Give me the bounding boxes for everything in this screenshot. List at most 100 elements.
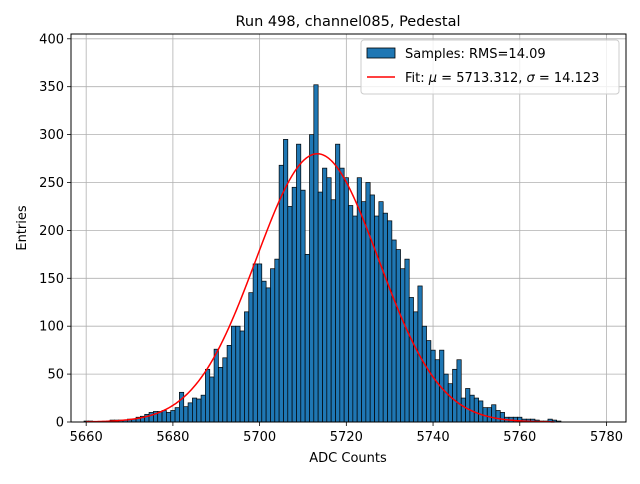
histogram-bar xyxy=(434,359,440,423)
legend-fit-prefix: Fit: xyxy=(405,71,429,86)
histogram-bar xyxy=(460,397,466,423)
histogram-bar xyxy=(495,410,501,423)
histogram-bar xyxy=(339,167,345,423)
legend-sigma-symbol: σ xyxy=(527,71,536,86)
histogram-bar xyxy=(148,412,154,423)
histogram-bar xyxy=(222,357,228,423)
legend-fit-label: Fit: μ = 5713.312, σ = 14.123 xyxy=(405,71,599,86)
y-tick-label: 300 xyxy=(39,128,64,143)
histogram-bar xyxy=(296,143,302,423)
histogram-bar xyxy=(330,199,336,423)
histogram-bar xyxy=(304,253,310,423)
histogram-bar xyxy=(231,325,237,423)
histogram-bar xyxy=(213,348,219,423)
legend-box xyxy=(360,39,620,95)
histogram-bar xyxy=(313,84,319,423)
x-tick-label: 5700 xyxy=(243,430,276,445)
histogram-bar xyxy=(352,215,358,423)
x-tick-label: 5760 xyxy=(503,430,536,445)
y-tick-label: 250 xyxy=(39,176,64,191)
histogram-bar xyxy=(486,407,492,423)
histogram-bar xyxy=(473,397,479,423)
histogram-bar xyxy=(252,263,258,423)
histogram-bar xyxy=(317,191,323,423)
legend-samples-swatch xyxy=(366,47,396,59)
histogram-bar xyxy=(452,368,458,423)
x-axis-ticks: 5660 5680 5700 5720 5740 5760 5780 xyxy=(70,422,623,445)
histogram-bar xyxy=(209,376,215,423)
histogram-bar xyxy=(426,340,432,423)
histogram-bar xyxy=(335,143,341,423)
histogram-bar xyxy=(183,406,189,423)
histogram-bar xyxy=(196,398,202,423)
histogram-bar xyxy=(348,205,354,423)
histogram-bar xyxy=(404,258,410,423)
histogram-bar xyxy=(309,134,315,423)
legend-sigma-value: = 14.123 xyxy=(535,71,600,86)
histogram-bar xyxy=(465,388,471,423)
chart-title: Run 498, channel085, Pedestal xyxy=(235,14,460,30)
legend-samples-label: Samples: RMS=14.09 xyxy=(405,47,546,62)
histogram-bar xyxy=(166,412,172,423)
histogram-bar xyxy=(218,367,224,423)
histogram-bar xyxy=(161,410,167,423)
y-tick-label: 0 xyxy=(56,416,64,431)
y-tick-label: 400 xyxy=(39,32,64,47)
histogram-bar xyxy=(443,373,449,423)
histogram-bar xyxy=(322,167,328,423)
histogram-bar xyxy=(278,164,284,423)
histogram-bar xyxy=(430,349,436,423)
histogram-bar xyxy=(170,410,176,423)
histogram-bar xyxy=(469,394,475,423)
x-tick-label: 5680 xyxy=(156,430,189,445)
histogram-bar xyxy=(239,330,245,423)
histogram-bar xyxy=(361,201,367,423)
y-tick-label: 350 xyxy=(39,80,64,95)
histogram-bar xyxy=(283,139,289,423)
histogram-bar xyxy=(187,402,193,423)
histogram-bar xyxy=(257,263,263,423)
histogram-bar xyxy=(400,268,406,423)
x-tick-label: 5660 xyxy=(70,430,103,445)
gaussian-fit-curve xyxy=(86,153,555,423)
histogram-bar xyxy=(287,206,293,423)
histogram-bar xyxy=(248,292,254,423)
x-tick-label: 5780 xyxy=(590,430,623,445)
y-axis-ticks: 0 50 100 150 200 250 300 350 400 xyxy=(39,32,71,431)
histogram-bars xyxy=(83,84,562,423)
y-tick-label: 150 xyxy=(39,272,64,287)
histogram-bar xyxy=(326,177,332,423)
histogram-bar xyxy=(365,182,371,423)
y-tick-label: 100 xyxy=(39,320,64,335)
histogram-bar xyxy=(244,311,250,423)
histogram-bar xyxy=(192,397,198,423)
histogram-bar xyxy=(413,311,419,423)
histogram-bar xyxy=(408,297,414,423)
histogram-bar xyxy=(343,177,349,423)
histogram-bar xyxy=(382,212,388,423)
histogram-bar xyxy=(391,239,397,423)
histogram-bar xyxy=(447,383,453,423)
histogram-bar xyxy=(274,258,280,423)
legend-mu-symbol: μ xyxy=(428,71,437,86)
legend: Samples: RMS=14.09 Fit: μ = 5713.312, σ … xyxy=(360,39,620,95)
histogram-bar xyxy=(235,325,241,423)
x-tick-label: 5720 xyxy=(330,430,363,445)
histogram-bar xyxy=(369,194,375,423)
histogram-bar xyxy=(491,404,497,423)
x-tick-label: 5740 xyxy=(417,430,450,445)
histogram-bar xyxy=(300,189,306,423)
histogram-bar xyxy=(261,280,267,423)
histogram-bar xyxy=(395,249,401,423)
histogram-bar xyxy=(265,287,271,423)
histogram-bar xyxy=(456,359,462,423)
histogram-bar xyxy=(270,268,276,423)
histogram-bar xyxy=(378,201,384,423)
histogram-bar xyxy=(499,412,505,423)
histogram-bar xyxy=(421,325,427,423)
histogram-bar xyxy=(478,400,484,423)
histogram-bar xyxy=(174,407,180,423)
histogram-bar xyxy=(291,186,297,423)
histogram-bar xyxy=(387,220,393,423)
